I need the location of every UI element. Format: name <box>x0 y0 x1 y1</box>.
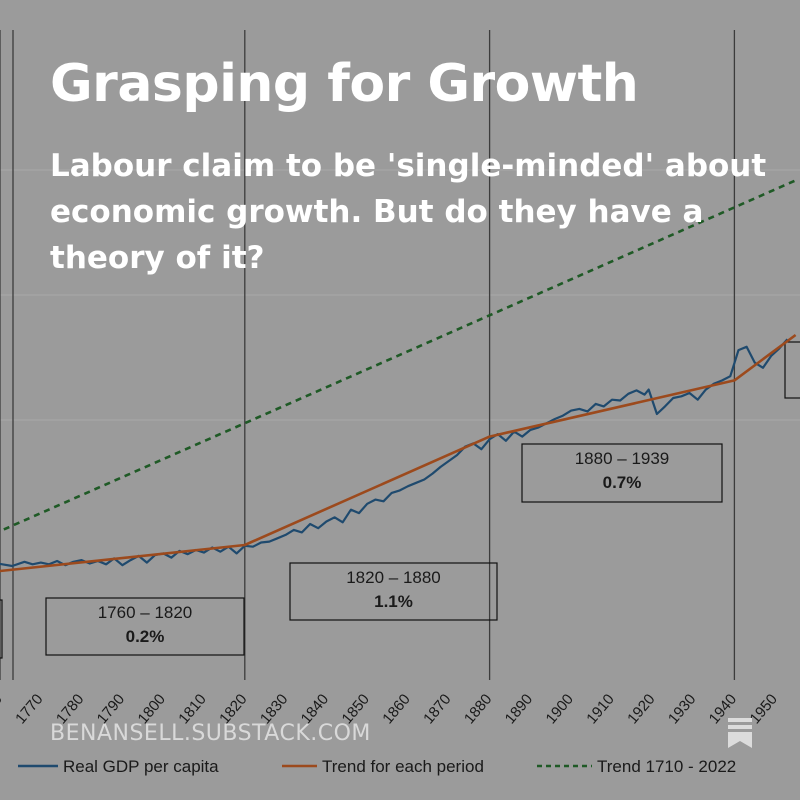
x-tick-label: 1920 <box>624 691 658 727</box>
article-subtitle: Labour claim to be 'single-minded' about… <box>50 148 767 276</box>
annotation-rate: 0.2% <box>126 627 165 646</box>
x-tick-label: 1860 <box>379 691 413 727</box>
annotation-box <box>521 443 723 503</box>
x-tick-label: 1900 <box>543 691 577 727</box>
annotation-box-edge <box>0 599 3 659</box>
site-label[interactable]: BENANSELL.SUBSTACK.COM <box>50 721 371 746</box>
chart-legend: Real GDP per capita Trend for each period… <box>18 757 736 776</box>
annotation-rate: 0.7% <box>603 473 642 492</box>
x-tick-label: 1930 <box>665 691 699 727</box>
annotation-period: 1820 – 1880 <box>346 568 441 587</box>
legend-label: Trend 1710 - 2022 <box>597 757 736 776</box>
annotation-period: 1880 – 1939 <box>575 449 670 468</box>
gdp-line <box>0 338 789 568</box>
x-tick-label: 1890 <box>502 691 536 727</box>
x-tick-label: 1910 <box>583 691 617 727</box>
annotation-rate: 1.1% <box>374 592 413 611</box>
annotation-period: 1760 – 1820 <box>98 603 193 622</box>
x-tick-label: 1770 <box>12 691 46 727</box>
x-tick-label: 1760 <box>0 691 6 727</box>
gridlines <box>0 169 800 421</box>
period-trend-line <box>0 333 797 573</box>
legend-label: Trend for each period <box>322 757 484 776</box>
article-title: Grasping for Growth <box>50 54 639 114</box>
x-tick-label: 1880 <box>461 691 495 727</box>
annotation-box-edge <box>784 341 800 399</box>
legend-label: Real GDP per capita <box>63 757 219 776</box>
x-tick-label: 1870 <box>420 691 454 727</box>
period-dividers <box>0 30 736 680</box>
bookmark-icon[interactable] <box>725 716 755 750</box>
series-lines <box>0 179 797 573</box>
annotation-box <box>289 562 498 621</box>
long-trend-line <box>0 179 797 533</box>
period-annotations: 1760 – 1820 0.2% 1820 – 1880 1.1% 1880 – 193… <box>0 341 800 659</box>
annotation-box <box>45 597 245 656</box>
